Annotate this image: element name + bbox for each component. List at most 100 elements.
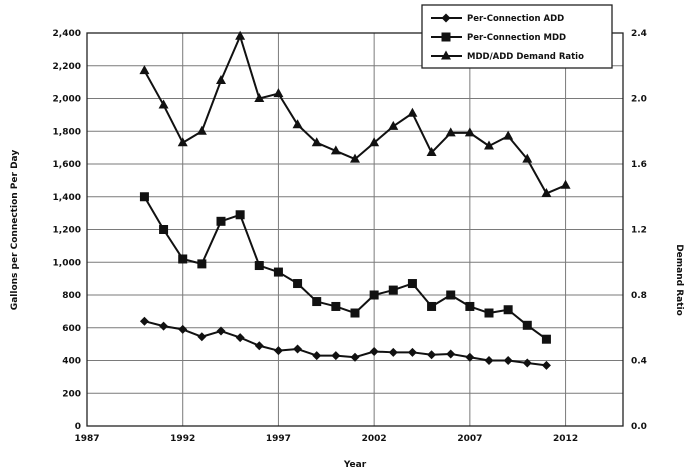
- data-point: [388, 285, 398, 295]
- data-point: [426, 147, 437, 157]
- data-point: [407, 279, 417, 289]
- legend-label: Per-Connection MDD: [467, 33, 566, 43]
- data-point: [350, 352, 360, 362]
- y-left-tick-label: 1,600: [53, 160, 81, 170]
- y-right-tick-label: 2.4: [631, 29, 647, 39]
- left-y-axis-title: Gallons per Connection Per Day: [10, 150, 20, 311]
- data-point: [541, 187, 552, 197]
- data-point: [388, 347, 398, 357]
- series-per-connection-mdd: [139, 192, 551, 344]
- data-point: [293, 344, 303, 354]
- data-point: [216, 216, 226, 226]
- data-point: [331, 351, 341, 361]
- data-point: [465, 301, 475, 311]
- data-point: [254, 93, 265, 102]
- data-point: [159, 225, 169, 234]
- data-point: [235, 30, 246, 40]
- data-point: [369, 346, 379, 356]
- x-tick-label: 2002: [362, 434, 387, 444]
- data-point: [292, 119, 303, 129]
- series-line: [143, 196, 548, 341]
- data-point: [216, 326, 226, 336]
- y-left-tick-label: 2,200: [53, 62, 81, 72]
- data-point: [197, 259, 207, 269]
- legend: Per-Connection ADD Per-Connection MDD MDD/…: [421, 4, 613, 69]
- data-point: [484, 356, 494, 365]
- data-point: [178, 324, 188, 334]
- y-right-tick-label: 1.2: [631, 226, 647, 236]
- data-point: [216, 74, 226, 84]
- data-point: [369, 290, 379, 300]
- data-point: [273, 88, 284, 98]
- x-tick-label: 1987: [74, 434, 99, 444]
- data-point: [427, 301, 437, 311]
- data-point: [235, 210, 245, 220]
- x-tick-label: 2007: [457, 434, 482, 444]
- y-left-tick-label: 2,000: [53, 95, 81, 105]
- y-right-tick-label: 0.4: [631, 357, 647, 367]
- data-point: [407, 107, 418, 117]
- data-point: [158, 99, 169, 109]
- data-point: [369, 137, 380, 147]
- y-left-tick-label: 1,000: [53, 258, 81, 268]
- data-point: [464, 127, 475, 137]
- y-left-tick-label: 1,400: [53, 193, 81, 203]
- data-point: [541, 334, 551, 344]
- legend-marker: [441, 32, 451, 42]
- legend-entry: Per-Connection MDD: [431, 32, 566, 43]
- data-point: [446, 349, 456, 359]
- data-point: [522, 153, 533, 163]
- data-point: [427, 350, 437, 360]
- data-point: [139, 192, 149, 202]
- data-point: [465, 352, 475, 362]
- data-point: [311, 137, 322, 147]
- data-point: [197, 332, 207, 342]
- data-point: [522, 320, 532, 330]
- plot-frame: [86, 32, 624, 427]
- axes: 0 200 400 600 800 1,000 1,200 1,400 1,600 1,800 2,…: [53, 29, 647, 444]
- data-point: [235, 333, 245, 343]
- data-point: [407, 347, 417, 357]
- data-point: [522, 358, 532, 368]
- y-left-tick-label: 1,200: [53, 226, 81, 236]
- data-point: [484, 308, 494, 318]
- data-point: [446, 290, 456, 300]
- data-point: [177, 137, 188, 147]
- data-point: [139, 316, 149, 326]
- data-point: [273, 346, 283, 356]
- data-point: [330, 145, 341, 155]
- data-point: [350, 153, 360, 163]
- series-mdd-add-demand-ratio: [139, 30, 571, 197]
- legend-entry: MDD/ADD Demand Ratio: [431, 50, 584, 62]
- y-left-tick-label: 400: [62, 357, 81, 367]
- data-point: [503, 130, 514, 140]
- data-point: [312, 351, 322, 361]
- data-point: [293, 279, 303, 289]
- data-point: [178, 254, 188, 264]
- data-point: [503, 356, 513, 365]
- series-layer: [139, 30, 571, 370]
- y-left-tick-label: 0: [75, 422, 81, 432]
- data-point: [541, 360, 551, 370]
- y-right-tick-label: 0.0: [631, 422, 647, 432]
- series-line: [144, 320, 547, 367]
- legend-marker: [441, 13, 451, 23]
- data-point: [350, 308, 360, 318]
- y-right-tick-label: 2.0: [631, 95, 647, 105]
- data-point: [560, 179, 571, 189]
- data-point: [139, 65, 150, 75]
- y-left-tick-label: 200: [62, 389, 81, 399]
- x-tick-label: 2012: [553, 434, 578, 444]
- x-tick-label: 1992: [170, 434, 195, 444]
- legend-label: Per-Connection ADD: [467, 14, 564, 24]
- series-per-connection-add: [139, 316, 551, 370]
- data-point: [445, 127, 456, 137]
- data-point: [196, 125, 207, 135]
- y-left-tick-label: 1,800: [53, 127, 81, 137]
- data-point: [273, 267, 283, 277]
- y-right-tick-label: 1.6: [631, 160, 647, 170]
- y-left-tick-label: 800: [62, 291, 81, 301]
- data-point: [484, 140, 494, 150]
